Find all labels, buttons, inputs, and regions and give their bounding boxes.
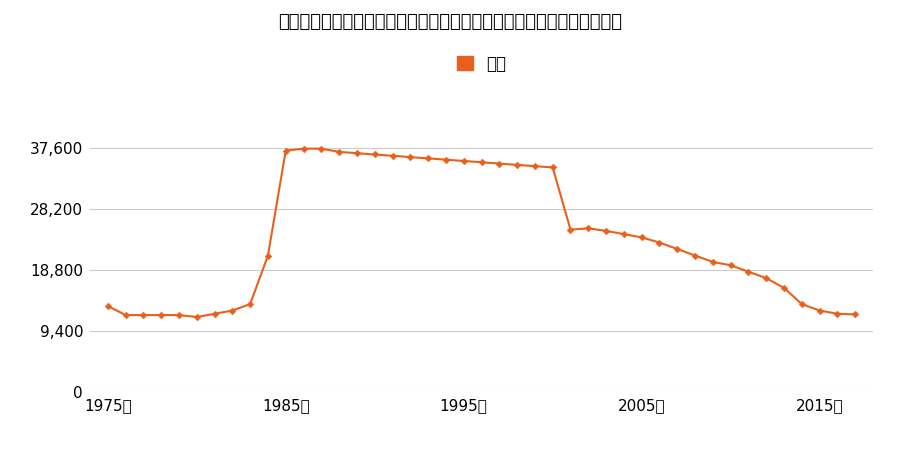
Text: 青森県南津軽郡大鰐町大字蔵館字川原田５１、５２合併番２の地価推移: 青森県南津軽郡大鰐町大字蔵館字川原田５１、５２合併番２の地価推移: [278, 14, 622, 32]
Legend: 価格: 価格: [456, 55, 507, 73]
